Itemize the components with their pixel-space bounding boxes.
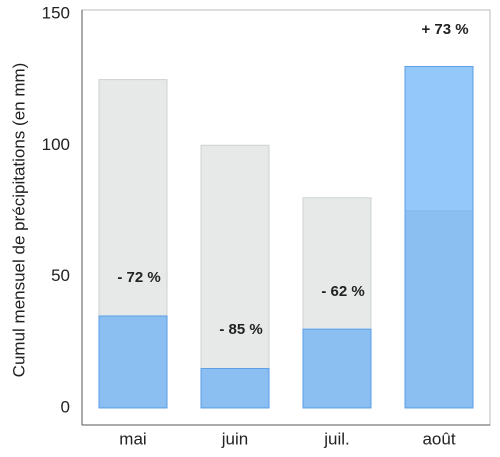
x-tick-label: juin — [221, 429, 248, 448]
annotation: - 72 % — [117, 269, 160, 286]
y-axis-label: Cumul mensuel de précipitations (en mm) — [9, 63, 28, 378]
x-tick-label: août — [422, 429, 455, 448]
y-tick-label: 50 — [51, 266, 70, 285]
y-tick-label: 0 — [61, 397, 70, 416]
y-tick-label: 150 — [42, 3, 70, 22]
annotation: - 62 % — [321, 283, 364, 300]
x-tick-label: mai — [119, 429, 146, 448]
bar — [200, 368, 270, 409]
bar — [404, 65, 474, 409]
annotation: + 73 % — [421, 21, 468, 38]
bar — [200, 144, 270, 409]
x-tick-label: juil. — [323, 429, 350, 448]
annotation: - 85 % — [219, 321, 262, 338]
y-tick-label: 100 — [42, 135, 70, 154]
bar — [98, 315, 168, 409]
bar — [302, 328, 372, 409]
